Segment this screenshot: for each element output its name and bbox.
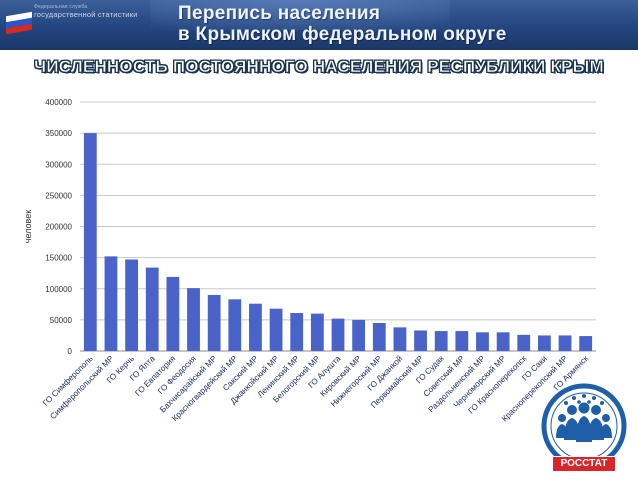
bar (414, 330, 427, 351)
header-banner: Федеральная служба государственной стати… (0, 0, 638, 50)
header-title-line2: в Крымском федеральном округе (178, 24, 507, 45)
bar (310, 313, 324, 351)
bar (558, 335, 572, 351)
rosstat-emblem-icon (540, 382, 628, 470)
y-tick-label: 300000 (45, 160, 72, 169)
bar (104, 256, 118, 351)
bar (372, 322, 386, 351)
bar (434, 331, 448, 351)
bar (331, 318, 345, 351)
bar (476, 332, 489, 351)
bar (249, 303, 262, 351)
bar (269, 308, 283, 351)
bar (187, 288, 200, 351)
bar (538, 335, 551, 351)
bar (579, 336, 593, 351)
bar (496, 332, 510, 351)
bar (290, 313, 304, 351)
chart-bars (83, 133, 593, 351)
y-tick-label: 200000 (45, 223, 72, 232)
bar (145, 267, 159, 351)
bar (517, 334, 531, 351)
header-glow (150, 0, 450, 30)
bar (166, 276, 180, 351)
header-title-line1: Перепись населения (178, 3, 381, 24)
chart-y-tick-labels: 0 50000 100000 150000 200000 250000 300000 3500… (45, 98, 72, 356)
agency-line1: Федеральная служба (34, 4, 88, 10)
bar (125, 259, 138, 351)
agency-name: Федеральная служба государственной стати… (34, 4, 137, 19)
bar (83, 133, 97, 351)
rosstat-label: РОССТАТ (552, 456, 616, 472)
y-tick-label: 0 (68, 347, 73, 356)
y-tick-label: 250000 (45, 191, 72, 200)
bar (207, 294, 221, 351)
y-axis-label: человек (23, 210, 33, 243)
bar (455, 331, 469, 351)
bar (393, 327, 407, 351)
y-tick-label: 400000 (45, 98, 72, 107)
y-tick-label: 50000 (50, 316, 73, 325)
y-tick-label: 150000 (45, 254, 72, 263)
bar (352, 319, 366, 351)
rosstat-logo (536, 380, 632, 476)
slide-headline: ЧИСЛЕННОСТЬ ПОСТОЯННОГО НАСЕЛЕНИЯ РЕСПУБ… (34, 57, 604, 77)
agency-line2: государственной статистики (34, 10, 138, 19)
y-tick-label: 100000 (45, 285, 72, 294)
bar (228, 299, 242, 351)
y-tick-label: 350000 (45, 129, 72, 138)
